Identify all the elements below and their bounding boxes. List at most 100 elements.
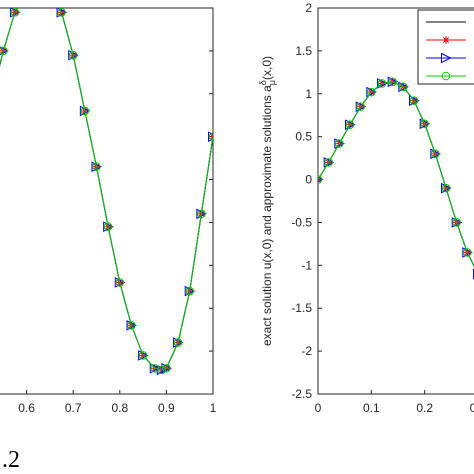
- right-y-tick-label: 1: [305, 87, 312, 101]
- left-x-tick-label: 0.9: [158, 401, 175, 415]
- right-series-2-marker-2: [334, 138, 345, 149]
- right-x-tick-label: 0: [315, 401, 322, 415]
- left-series-3-marker-17: [157, 365, 167, 375]
- right-series-3-marker-3: [345, 120, 355, 129]
- right-series-2-line: [318, 81, 474, 267]
- left-series-3-marker-9: [68, 50, 78, 60]
- right-y-tick-label: 0: [305, 173, 312, 187]
- left-series-2-marker-15: [138, 350, 149, 361]
- left-series-3-marker-13: [115, 278, 125, 287]
- right-series-3-marker-5: [367, 87, 376, 97]
- right-x-axis: 0 0.1 0.2 0.3: [315, 390, 474, 415]
- left-x-tick-label: 0.8: [111, 401, 128, 415]
- right-series-2-marker-5: [366, 86, 377, 98]
- left-series-2-marker-8: [56, 8, 68, 18]
- right-series-2-marker-3: [345, 119, 356, 130]
- right-series-3-marker-14: [463, 248, 472, 257]
- right-series-3-marker-10: [420, 119, 429, 129]
- right-y-axis: -2.5 -2 -1.5 -1 -0.5 0 0.5 1 1.5 2: [291, 1, 322, 401]
- left-series-3-marker-12: [103, 222, 113, 232]
- left-series-3-marker-8: [57, 8, 66, 17]
- left-x-tick-label: 0.7: [65, 401, 82, 415]
- left-series-3-marker-3: [10, 8, 20, 17]
- left-plot-frame: [0, 7, 214, 395]
- panel-label: .2: [2, 447, 20, 473]
- right-series-2-marker-13: [451, 217, 463, 228]
- left-series-3-marker-20: [185, 286, 194, 296]
- right-x-tick-label: 0.2: [416, 401, 433, 415]
- right-y-tick-label: 2: [305, 1, 312, 15]
- right-series-3-marker-0: [318, 175, 323, 184]
- left-series-3-marker-15: [138, 351, 148, 360]
- left-series-1-marker-22: [209, 132, 213, 141]
- left-series-3-marker-14: [127, 321, 136, 330]
- left-x-tick-label: 0.6: [18, 401, 35, 415]
- right-series-3-marker-12: [441, 183, 451, 193]
- left-series-2-marker-18: [161, 362, 173, 374]
- right-series-2-marker-1: [323, 157, 335, 168]
- left-series-2-marker-3: [9, 8, 21, 18]
- left-series-3-marker-22: [208, 132, 213, 141]
- left-series-3-marker-2: [0, 46, 8, 56]
- left-x-tick-label: 1: [210, 401, 217, 415]
- left-plot-area: [0, 8, 213, 376]
- right-series-1-line: [318, 81, 474, 267]
- left-series-1-marker-22-stroke-3: [209, 135, 213, 140]
- right-series-3-marker-6: [377, 79, 387, 88]
- right-series-3-marker-8: [399, 82, 408, 92]
- left-series-2-line: [0, 8, 213, 371]
- left-series-2-marker-2: [0, 46, 9, 56]
- right-series-2-marker-6: [377, 78, 388, 89]
- left-x-axis: 0.6 0.7 0.8 0.9 1: [18, 390, 217, 415]
- right-series-3-marker-13: [452, 218, 461, 227]
- right-series-2-marker-7: [387, 76, 399, 88]
- left-series-0-line: [0, 8, 213, 371]
- right-series-2-marker-9: [409, 95, 420, 106]
- right-y-tick-label: -1.5: [291, 301, 312, 315]
- right-series-3-marker-4: [356, 102, 365, 111]
- left-series-3-marker-18: [162, 363, 171, 373]
- right-series-2-marker-12: [441, 182, 452, 194]
- right-y-axis-label: exact solution u(x,0) and approximate so…: [258, 56, 277, 346]
- right-series-2-marker-14: [462, 247, 473, 258]
- right-plot-panel: 0 0.1 0.2 0.3 -2.5 -2 -1.5 -1 -0.5 0 0.5 1 1.5 2 exa…: [258, 1, 474, 415]
- right-series-3-marker-11: [431, 149, 440, 159]
- legend-entry-3-marker: [441, 71, 451, 81]
- left-series-3-marker-10: [80, 106, 90, 116]
- legend-entry-1-marker: [442, 36, 450, 44]
- right-series-3-line: [318, 81, 474, 267]
- right-y-tick-label: -2.5: [291, 387, 312, 401]
- left-series-1-line: [0, 8, 213, 371]
- left-series-3-line: [0, 8, 213, 371]
- left-y-axis-ticks: [209, 7, 213, 395]
- right-series-3-marker-9: [409, 96, 419, 105]
- right-series-2-marker-10: [419, 118, 431, 130]
- right-series-3-marker-7: [388, 77, 397, 87]
- left-series-3-marker-11: [92, 162, 101, 171]
- right-plot-frame: [317, 7, 474, 395]
- left-plot-panel: 0.6 0.7 0.8 0.9 1: [0, 7, 217, 415]
- right-series-2-marker-8: [398, 81, 409, 93]
- right-x-tick-label: 0.1: [363, 401, 380, 415]
- left-series-1-marker-22-stroke-2: [209, 133, 213, 138]
- right-y-tick-label: 0.5: [295, 130, 312, 144]
- legend-entry-1-marker-stroke-3: [442, 36, 450, 44]
- left-series-3-marker-19: [173, 338, 183, 347]
- left-series-2-marker-22: [208, 131, 213, 142]
- right-series-2-marker-4: [355, 101, 367, 112]
- right-plot-area: [318, 76, 474, 280]
- legend: [417, 9, 474, 85]
- right-y-tick-label: 1.5: [295, 44, 312, 58]
- right-x-tick-label: 0.3: [470, 401, 474, 415]
- right-series-3-marker-2: [335, 139, 344, 148]
- legend-box: [417, 9, 474, 85]
- left-series-3-marker-21: [197, 209, 206, 219]
- right-series-3-marker-1: [324, 158, 333, 167]
- right-y-tick-label: -1: [301, 258, 312, 272]
- right-series-0-line: [318, 81, 474, 267]
- left-series-2-marker-14: [126, 320, 138, 331]
- right-y-tick-label: -2: [301, 344, 312, 358]
- right-series-2-marker-11: [430, 148, 441, 160]
- legend-entry-2-marker: [441, 52, 452, 64]
